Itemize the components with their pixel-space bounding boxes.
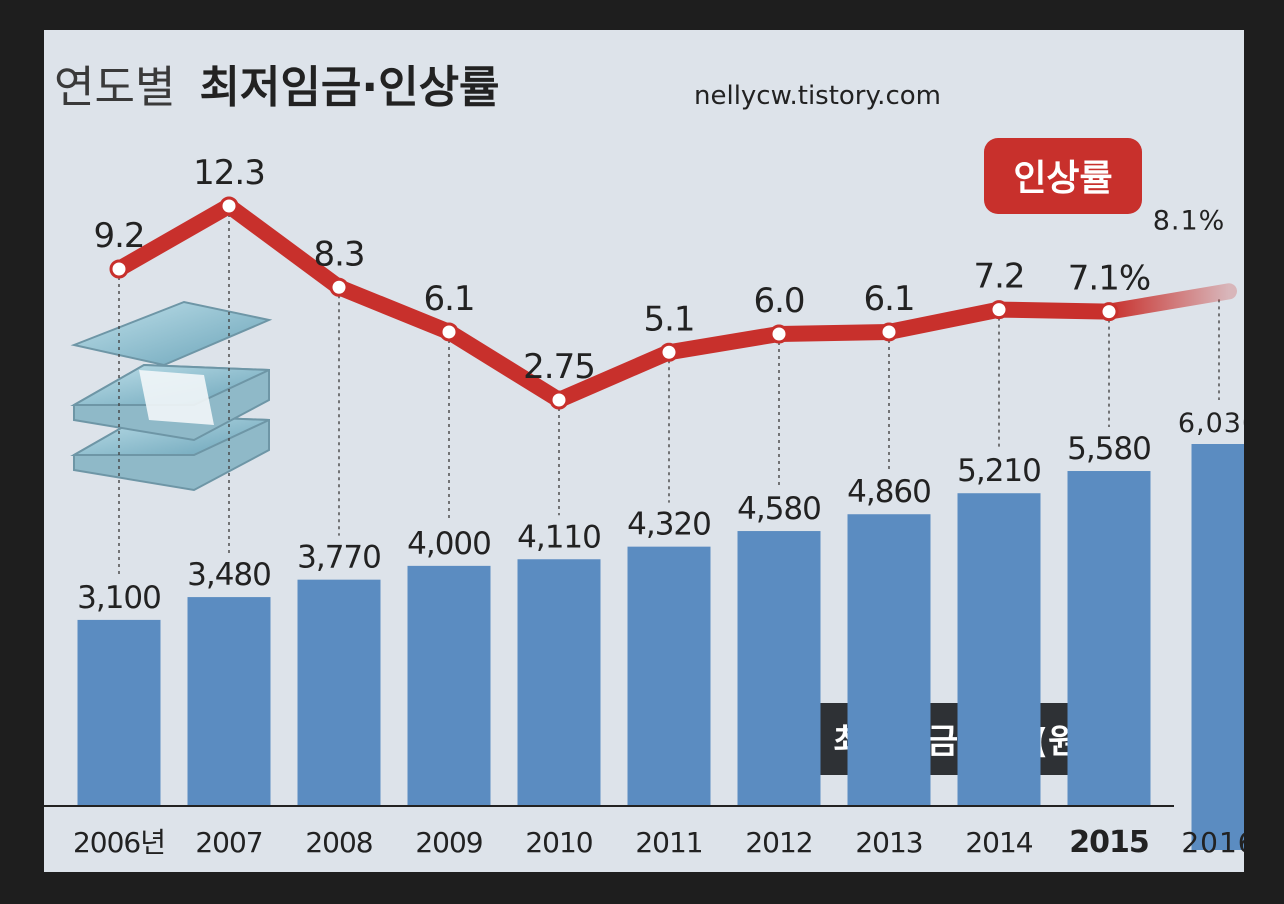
rate-value-label: 7.2 xyxy=(973,257,1024,297)
bar-value-label: 5,210 xyxy=(957,453,1041,489)
rate-value-label: 6.1 xyxy=(423,279,474,319)
bar-2006년 xyxy=(77,619,161,806)
rate-point xyxy=(329,277,349,297)
x-tick-label: 2015 xyxy=(1069,825,1149,860)
bar-2013 xyxy=(847,514,931,806)
rate-point xyxy=(659,342,679,362)
rate-point xyxy=(769,324,789,344)
rate-value-label: 9.2 xyxy=(93,216,144,256)
x-tick-label: 2013 xyxy=(855,826,922,859)
rate-legend-label: 인상률 xyxy=(1013,158,1112,199)
x-tick-label: 2006년 xyxy=(73,826,165,859)
rate-point xyxy=(989,300,1009,320)
bar-2014 xyxy=(957,493,1041,806)
x-tick-label: 2009 xyxy=(415,826,482,859)
bar-2008 xyxy=(297,579,381,806)
bar-2015 xyxy=(1067,471,1151,806)
bar-value-label: 4,860 xyxy=(847,474,931,510)
bar-value-label: 5,580 xyxy=(1067,431,1151,467)
chart-panel: 연도별 최저임금·인상률 nellycw.tistory.com 인상률 최저임… xyxy=(44,30,1259,872)
x-tick-label: 2008 xyxy=(305,826,372,859)
x-tick-label: 2010 xyxy=(525,826,592,859)
rate-line xyxy=(111,198,1117,408)
bar-value-label: 4,110 xyxy=(517,519,601,555)
watermark: nellycw.tistory.com xyxy=(694,81,941,111)
title-bold: 최저임금·인상률 xyxy=(199,62,499,113)
rate-line-tail xyxy=(1101,283,1237,320)
rate-point xyxy=(109,259,129,279)
bar-2009 xyxy=(407,565,491,806)
bar-value-label: 4,320 xyxy=(627,507,711,543)
rate-point xyxy=(549,390,569,410)
x-tick-label: 2012 xyxy=(745,826,812,859)
bar-value-label: 3,480 xyxy=(187,557,271,593)
bar-value-label: 6,030 xyxy=(1178,408,1244,439)
rate-value-label: 8.1% xyxy=(1153,205,1226,236)
x-tick-label: 2011 xyxy=(635,826,702,859)
x-tick-label: 2014 xyxy=(965,826,1032,859)
rate-point xyxy=(1099,302,1119,322)
title-light: 연도별 xyxy=(54,62,175,113)
rate-point xyxy=(439,322,459,342)
bar-2011 xyxy=(627,546,711,806)
bar-2007 xyxy=(187,597,271,806)
bar-2010 xyxy=(517,559,601,806)
bar-value-label: 3,100 xyxy=(77,580,161,616)
x-tick-label: 2007 xyxy=(195,826,262,859)
bar-value-label: 3,770 xyxy=(297,540,381,576)
rate-value-label: 6.1 xyxy=(863,279,914,319)
bar-value-label: 4,000 xyxy=(407,526,491,562)
bar-value-label: 4,580 xyxy=(737,491,821,527)
rate-point xyxy=(219,196,239,216)
rate-value-label: 12.3 xyxy=(193,153,265,193)
money-stack-icon xyxy=(70,300,273,492)
rate-value-label: 7.1% xyxy=(1068,259,1150,299)
rate-value-label: 6.0 xyxy=(753,281,804,321)
rate-legend-badge: 인상률 xyxy=(984,138,1142,214)
bar-2016 xyxy=(1191,444,1247,850)
bar-2012 xyxy=(737,531,821,806)
x-tick-label: 2016 xyxy=(1181,826,1244,859)
svg-text:연도별 최저임금·인상률: 연도별 최저임금·인상률 xyxy=(54,62,500,113)
chart-svg: 연도별 최저임금·인상률 nellycw.tistory.com 인상률 최저임… xyxy=(44,62,1259,860)
rate-value-label: 5.1 xyxy=(643,299,694,339)
rate-value-label: 8.3 xyxy=(313,234,364,274)
rate-point xyxy=(879,322,899,342)
rate-value-label: 2.75 xyxy=(523,347,595,387)
